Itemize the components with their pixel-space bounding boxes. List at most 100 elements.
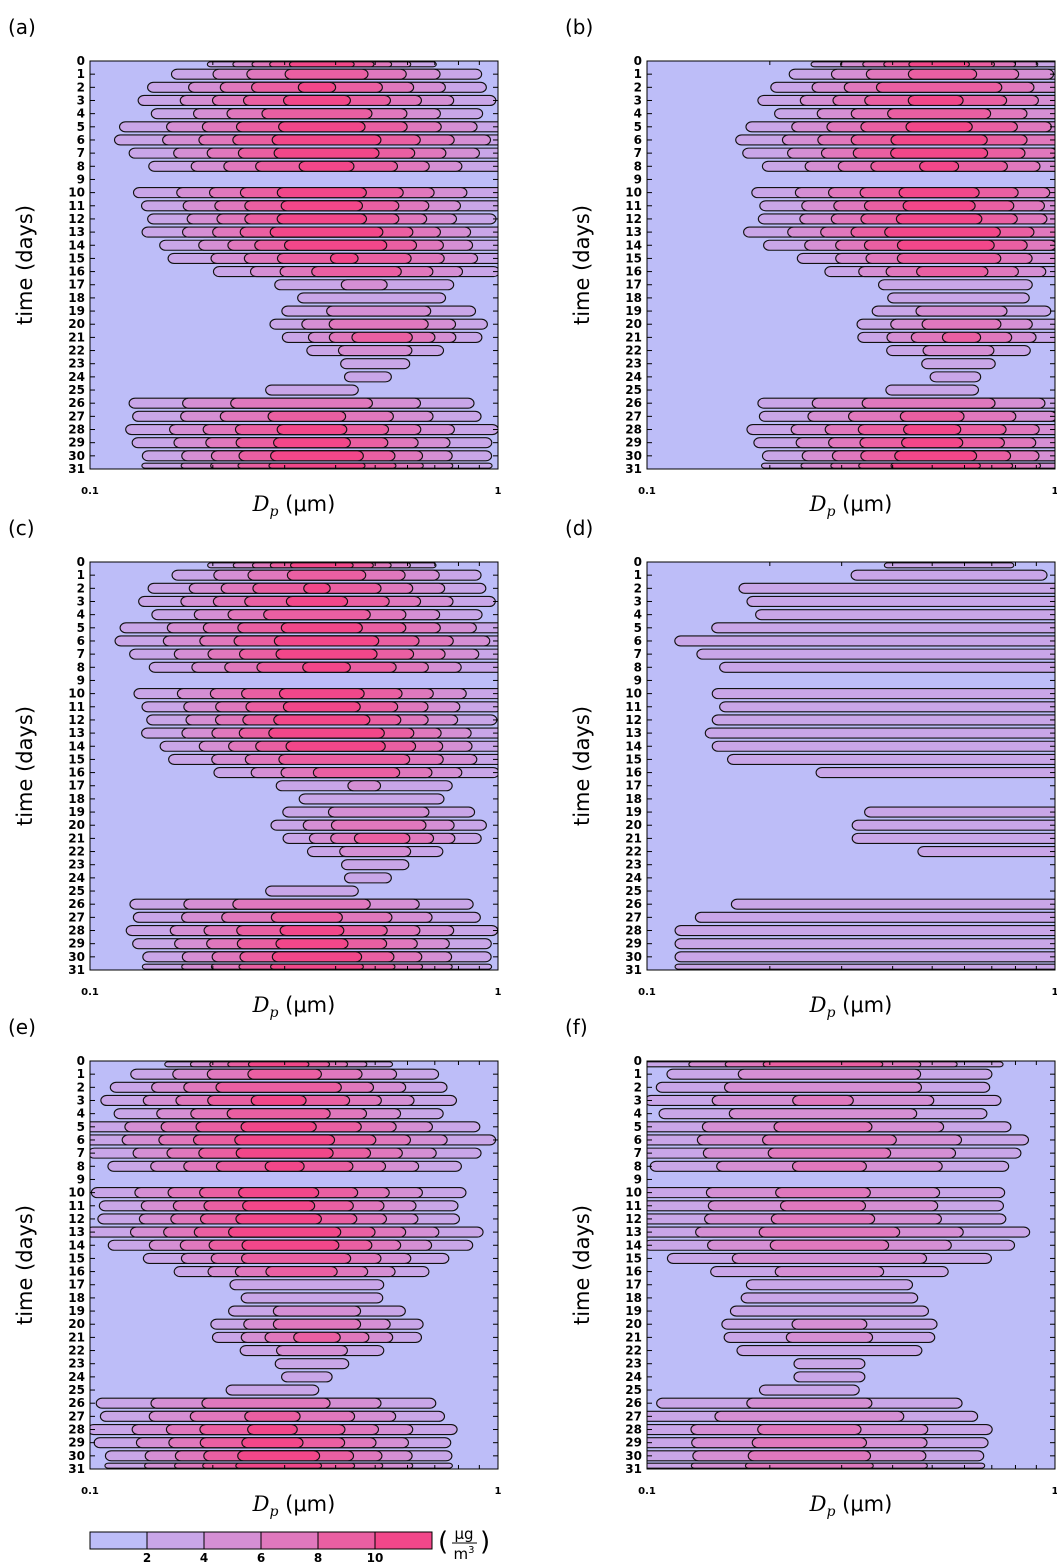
contour-band-day-7-level-6: [767, 1147, 892, 1159]
y-tick-label: 19: [68, 1304, 85, 1318]
contour-band-day-6-level-10: [234, 1134, 336, 1146]
y-tick-label: 6: [634, 634, 642, 648]
y-tick-label: 31: [625, 1462, 642, 1476]
contour-band-day-0-level-10: [289, 562, 354, 569]
contour-band-day-13-level-10: [268, 727, 385, 739]
y-tick-label: 14: [625, 739, 642, 753]
contour-band-day-1-level-8: [907, 68, 978, 80]
y-tick-label: 31: [625, 963, 642, 977]
contour-band-day-5-level-6: [773, 1121, 873, 1133]
contour-band-day-11-level-10: [242, 1200, 316, 1212]
x-axis-label-subscript: p: [269, 1005, 278, 1021]
y-tick-label: 10: [68, 186, 85, 200]
colorbar-tick-label: 10: [367, 1551, 384, 1565]
contour-band-day-7-level-10: [890, 147, 989, 159]
y-tick-label: 25: [68, 383, 85, 397]
y-tick-label: 11: [68, 700, 85, 714]
y-tick-label: 9: [77, 1172, 85, 1186]
contour-band-day-8-level-10: [264, 1160, 305, 1172]
y-axis-label: time (days): [13, 706, 37, 826]
y-tick-label: 23: [68, 357, 85, 371]
panel-e: (e)0123456789101112131415161718192021222…: [8, 1015, 502, 1520]
contour-band-day-31-level-6: [744, 1462, 874, 1469]
y-tick-label: 7: [634, 1146, 642, 1160]
y-tick-label: 17: [68, 779, 85, 793]
y-tick-label: 11: [68, 199, 85, 213]
y-tick-label: 7: [77, 1146, 85, 1160]
contour-band-day-16-level-8: [265, 1266, 338, 1278]
contour-band-day-11-level-10: [282, 701, 361, 713]
y-tick-label: 5: [634, 621, 642, 635]
contour-band-day-15-level-4: [731, 1252, 928, 1264]
contour-band-day-28-level-2: [674, 924, 1055, 937]
y-tick-label: 16: [68, 1265, 85, 1279]
y-tick-label: 26: [625, 396, 642, 410]
x-axis-label-symbol: D: [809, 993, 827, 1017]
y-tick-label: 28: [625, 423, 642, 437]
y-tick-label: 11: [625, 700, 642, 714]
y-tick-label: 28: [68, 423, 85, 437]
contour-band-day-13-level-10: [228, 1226, 342, 1238]
y-tick-label: 17: [68, 1278, 85, 1292]
contour-band-day-6-level-2: [674, 635, 1055, 647]
contour-band-day-14-level-10: [896, 239, 995, 251]
contour-band-day-14-level-10: [283, 239, 388, 251]
y-axis-label: time (days): [13, 205, 37, 325]
contour-band-day-12-level-10: [273, 714, 371, 726]
y-tick-label: 14: [68, 1238, 85, 1252]
contour-band-day-16-level-8: [311, 266, 402, 278]
contour-band-day-16-level-8: [312, 767, 401, 779]
x-axis-label-subscript: p: [826, 1005, 835, 1021]
contour-band-day-13-level-10: [269, 226, 384, 238]
y-tick-label: 27: [625, 1409, 642, 1423]
y-tick-label: 7: [77, 647, 85, 661]
colorbar-segment: [261, 1532, 318, 1549]
y-tick-label: 19: [625, 1304, 642, 1318]
x-axis-label-unit: (μm): [278, 492, 335, 516]
y-tick-label: 9: [634, 673, 642, 687]
y-tick-label: 20: [68, 1317, 85, 1331]
contour-band-day-19-level-4: [272, 1305, 362, 1317]
y-tick-label: 16: [68, 766, 85, 780]
y-tick-label: 24: [625, 1370, 642, 1384]
y-tick-label: 24: [68, 871, 85, 885]
contour-band-day-21-level-8: [293, 1331, 341, 1343]
contour-band-day-20-level-6: [328, 318, 429, 330]
contour-band-day-15-level-8: [278, 753, 411, 765]
y-tick-label: 12: [625, 1212, 642, 1226]
y-tick-label: 9: [634, 1172, 642, 1186]
contour-band-day-7-level-2: [696, 648, 1055, 660]
y-tick-label: 25: [68, 884, 85, 898]
contour-band-day-12-level-2: [711, 714, 1055, 726]
contour-band-day-14-level-6: [769, 1239, 890, 1251]
contour-band-day-26-level-6: [230, 397, 373, 409]
y-tick-label: 1: [77, 1067, 85, 1081]
y-tick-label: 21: [68, 831, 85, 845]
y-tick-label: 30: [625, 449, 642, 463]
contour-band-day-4-level-8: [261, 108, 373, 120]
panel-label: (a): [8, 15, 36, 39]
contour-band-day-25-level-2: [265, 384, 359, 396]
contour-band-day-17-level-2: [877, 279, 1033, 291]
y-tick-label: 5: [77, 120, 85, 134]
y-tick-label: 10: [625, 1186, 642, 1200]
contour-band-day-21-level-8: [351, 331, 413, 343]
x-axis-label: Dp (μm): [809, 1492, 893, 1520]
contour-band-day-27-level-8: [267, 410, 347, 422]
y-tick-label: 27: [625, 910, 642, 924]
y-tick-label: 7: [634, 146, 642, 160]
contour-band-day-20-level-6: [921, 318, 1002, 330]
contour-band-day-4-level-8: [226, 1108, 331, 1120]
y-tick-label: 11: [625, 1199, 642, 1213]
y-tick-label: 16: [68, 265, 85, 279]
y-tick-label: 16: [625, 1265, 642, 1279]
y-tick-label: 30: [68, 1449, 85, 1463]
contour-band-day-28-level-10: [276, 423, 348, 436]
contour-band-day-25-level-2: [225, 1384, 320, 1396]
contour-band-day-5-level-2: [711, 622, 1055, 634]
y-tick-label: 15: [68, 752, 85, 766]
y-tick-label: 27: [68, 1409, 85, 1423]
contour-band-day-2-level-8: [215, 1081, 342, 1093]
x-axis-label-unit: (μm): [278, 1492, 335, 1516]
y-tick-label: 12: [625, 713, 642, 727]
